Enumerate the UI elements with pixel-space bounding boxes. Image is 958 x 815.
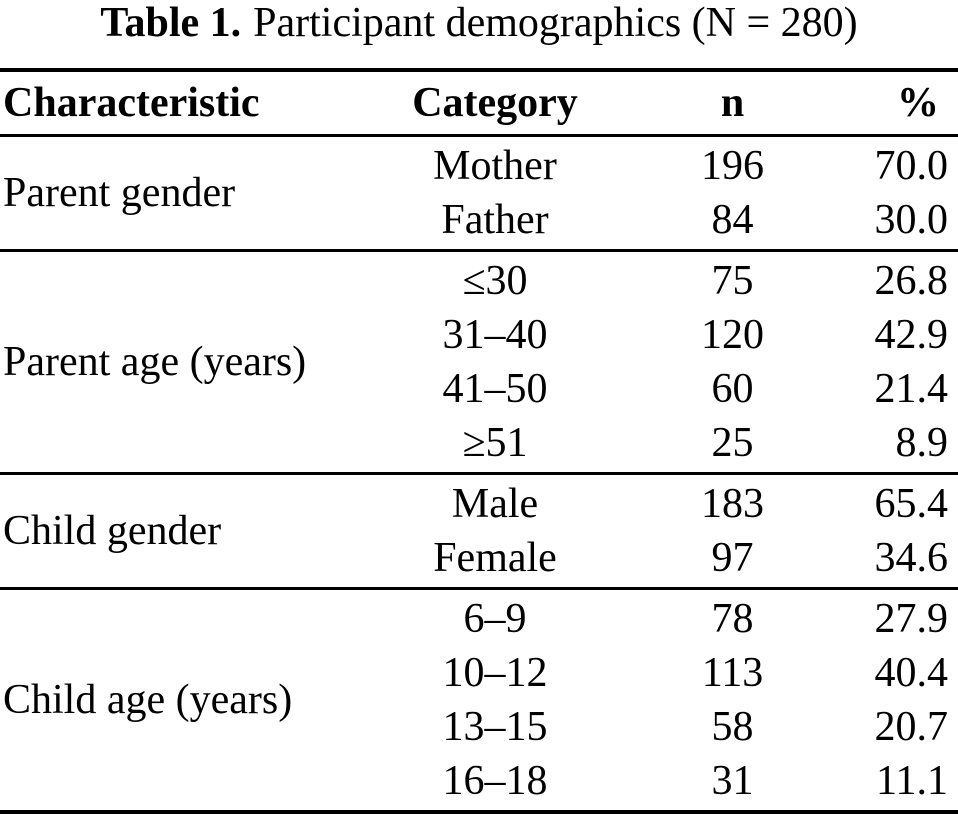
table-caption-text: Participant demographics (N = 280) — [253, 0, 858, 46]
pct-cell: 65.4 — [874, 481, 949, 527]
table-header-row: Characteristic Category n % — [0, 72, 958, 134]
n-cell: 78 — [711, 596, 754, 642]
characteristic-cell: Parent gender — [3, 170, 236, 216]
table-row: 16–18 31 11.1 — [330, 754, 958, 808]
pct-cell: 34.6 — [874, 535, 949, 581]
section-rule — [0, 587, 958, 590]
characteristic-cell: Child gender — [3, 508, 222, 554]
category-cell: 41–50 — [442, 366, 548, 412]
table-row: 31–40 120 42.9 — [330, 308, 958, 362]
table-row: 13–15 58 20.7 — [330, 700, 958, 754]
n-cell: 84 — [711, 197, 754, 243]
pct-cell: 27.9 — [874, 596, 949, 642]
category-cell: Mother — [433, 143, 557, 189]
section-rows: Mother 196 70.0 Father 84 30.0 — [330, 139, 958, 247]
category-cell: 6–9 — [463, 596, 527, 642]
n-cell: 183 — [701, 481, 764, 527]
category-cell: Male — [451, 481, 539, 527]
pct-cell: 20.7 — [874, 704, 949, 750]
header-n: n — [720, 80, 745, 126]
pct-cell: 40.4 — [874, 650, 949, 696]
characteristic-cell: Child age (years) — [3, 677, 293, 723]
header-characteristic: Characteristic — [3, 80, 260, 126]
n-cell: 60 — [711, 366, 754, 412]
pct-cell: 26.8 — [874, 258, 949, 304]
section-rows: ≤30 75 26.8 31–40 120 42.9 41–50 60 21.4 ≥51 25 8.9 — [330, 254, 958, 470]
header-rule — [0, 134, 958, 137]
pct-cell: 70.0 — [874, 143, 949, 189]
n-cell: 75 — [711, 258, 754, 304]
table-section-1: Parent age (years) ≤30 75 26.8 31–40 120 42.9 4… — [0, 252, 958, 472]
table-section-0: Parent gender Mother 196 70.0 Father 84 30.0 — [0, 137, 958, 249]
table-row: ≥51 25 8.9 — [330, 416, 958, 470]
category-cell: Father — [441, 197, 549, 243]
category-cell: 10–12 — [442, 650, 548, 696]
section-rule — [0, 249, 958, 252]
section-rule — [0, 472, 958, 475]
n-cell: 58 — [711, 704, 754, 750]
category-cell: 16–18 — [442, 758, 548, 804]
table-row: 6–9 78 27.9 — [330, 592, 958, 646]
table-row: 10–12 113 40.4 — [330, 646, 958, 700]
category-cell: ≥51 — [462, 420, 528, 466]
table-section-3: Child age (years) 6–9 78 27.9 10–12 113 40.4 13… — [0, 590, 958, 810]
pct-cell: 30.0 — [874, 197, 949, 243]
category-cell: 31–40 — [442, 312, 548, 358]
category-cell: Female — [433, 535, 557, 581]
n-cell: 196 — [701, 143, 764, 189]
table-row: Father 84 30.0 — [330, 193, 958, 247]
header-percent: % — [897, 80, 939, 126]
category-cell: ≤30 — [462, 258, 528, 304]
bottom-rule — [0, 810, 958, 814]
pct-cell: 42.9 — [874, 312, 949, 358]
table-section-2: Child gender Male 183 65.4 Female 97 34.6 — [0, 475, 958, 587]
header-category: Category — [412, 80, 578, 126]
table-caption: Table 1. Participant demographics (N = 28… — [0, 0, 958, 46]
category-cell: 13–15 — [442, 704, 548, 750]
n-cell: 97 — [711, 535, 754, 581]
pct-cell: 8.9 — [895, 420, 949, 466]
characteristic-cell: Parent age (years) — [3, 339, 307, 385]
table-row: Female 97 34.6 — [330, 531, 958, 585]
pct-cell: 21.4 — [874, 366, 949, 412]
n-cell: 31 — [711, 758, 754, 804]
section-rows: 6–9 78 27.9 10–12 113 40.4 13–15 58 20.7 16–18 31 1… — [330, 592, 958, 808]
n-cell: 113 — [701, 650, 764, 696]
pct-cell: 11.1 — [876, 758, 948, 804]
table-row: 41–50 60 21.4 — [330, 362, 958, 416]
table-row: Mother 196 70.0 — [330, 139, 958, 193]
table-row: ≤30 75 26.8 — [330, 254, 958, 308]
n-cell: 120 — [701, 312, 764, 358]
section-rows: Male 183 65.4 Female 97 34.6 — [330, 477, 958, 585]
n-cell: 25 — [711, 420, 754, 466]
table-body: Parent gender Mother 196 70.0 Father 84 30.0 Pa… — [0, 137, 958, 814]
table-caption-number: Table 1. — [100, 0, 242, 46]
top-rule — [0, 68, 958, 72]
table-row: Male 183 65.4 — [330, 477, 958, 531]
